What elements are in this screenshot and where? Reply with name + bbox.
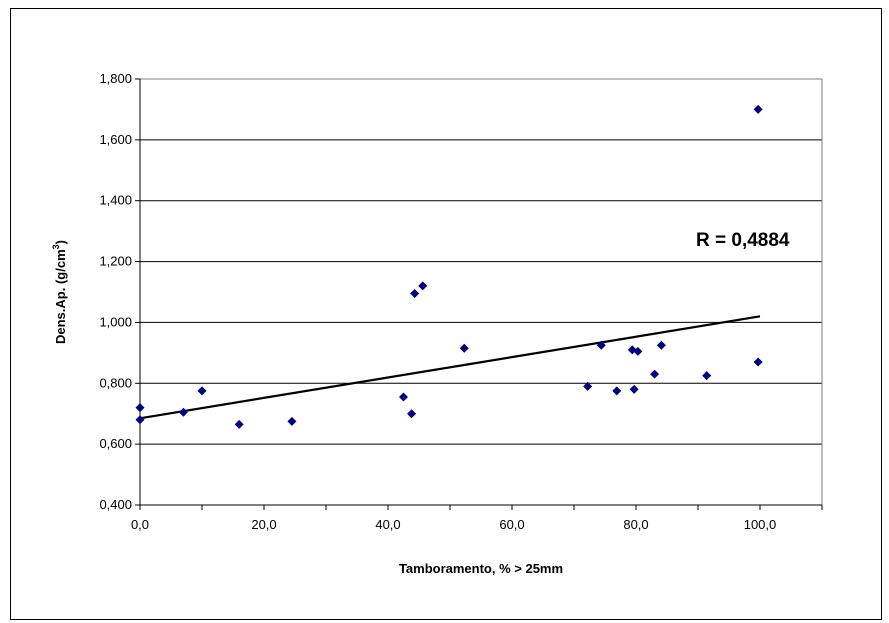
data-point xyxy=(459,343,469,353)
y-tick-label: 0,400 xyxy=(99,497,132,512)
data-point xyxy=(287,416,297,426)
trendline-group xyxy=(139,315,761,420)
data-point xyxy=(753,357,763,367)
grid-lines xyxy=(140,139,822,445)
data-point xyxy=(234,419,244,429)
y-tick-label: 1,600 xyxy=(99,132,132,147)
y-tick-label: 1,000 xyxy=(99,314,132,329)
scatter-chart: 0,400 0,600 0,800 1,000 1,200 1,400 1,600 1,800… xyxy=(51,71,823,576)
data-point xyxy=(197,386,207,396)
x-tick-label: 60,0 xyxy=(499,517,524,532)
data-point xyxy=(418,281,428,291)
trendline xyxy=(139,315,761,420)
x-tick-label: 0,0 xyxy=(131,517,149,532)
y-axis-title: Dens.Ap. (g/cm3) xyxy=(51,240,68,344)
data-point xyxy=(399,392,408,402)
data-points xyxy=(135,104,763,429)
correlation-annotation: R = 0,4884 xyxy=(696,230,790,251)
axis-ticks: 0,400 0,600 0,800 1,000 1,200 1,400 1,600 1,800… xyxy=(99,71,823,532)
data-point xyxy=(583,381,593,391)
x-axis-title: Tamboramento, % > 25mm xyxy=(399,561,563,576)
data-point xyxy=(596,340,606,350)
x-tick-label: 100,0 xyxy=(744,517,777,532)
y-axis-title-main: Dens.Ap. (g/cm xyxy=(53,249,68,344)
data-point xyxy=(135,403,145,413)
data-point xyxy=(753,104,763,114)
data-point xyxy=(650,369,660,379)
chart-frame: 0,400 0,600 0,800 1,000 1,200 1,400 1,600 1,800… xyxy=(10,8,882,620)
data-point xyxy=(656,340,666,350)
data-point xyxy=(633,346,643,356)
x-tick-label: 80,0 xyxy=(623,517,648,532)
y-tick-label: 1,200 xyxy=(99,254,132,269)
plot-area-border xyxy=(139,78,823,506)
data-point xyxy=(407,409,417,419)
data-point xyxy=(702,371,712,381)
data-point xyxy=(410,289,420,299)
y-tick-label: 1,800 xyxy=(99,71,132,86)
data-point xyxy=(629,384,639,394)
x-tick-label: 20,0 xyxy=(251,517,276,532)
y-axis-title-superscript: 3 xyxy=(51,244,61,249)
data-point xyxy=(612,386,622,396)
data-point xyxy=(178,407,188,417)
x-tick-label: 40,0 xyxy=(375,517,400,532)
y-tick-label: 0,800 xyxy=(99,375,132,390)
y-axis-title-close: ) xyxy=(53,240,68,244)
y-tick-label: 0,600 xyxy=(99,436,132,451)
y-tick-label: 1,400 xyxy=(99,193,132,208)
data-point xyxy=(135,415,145,425)
